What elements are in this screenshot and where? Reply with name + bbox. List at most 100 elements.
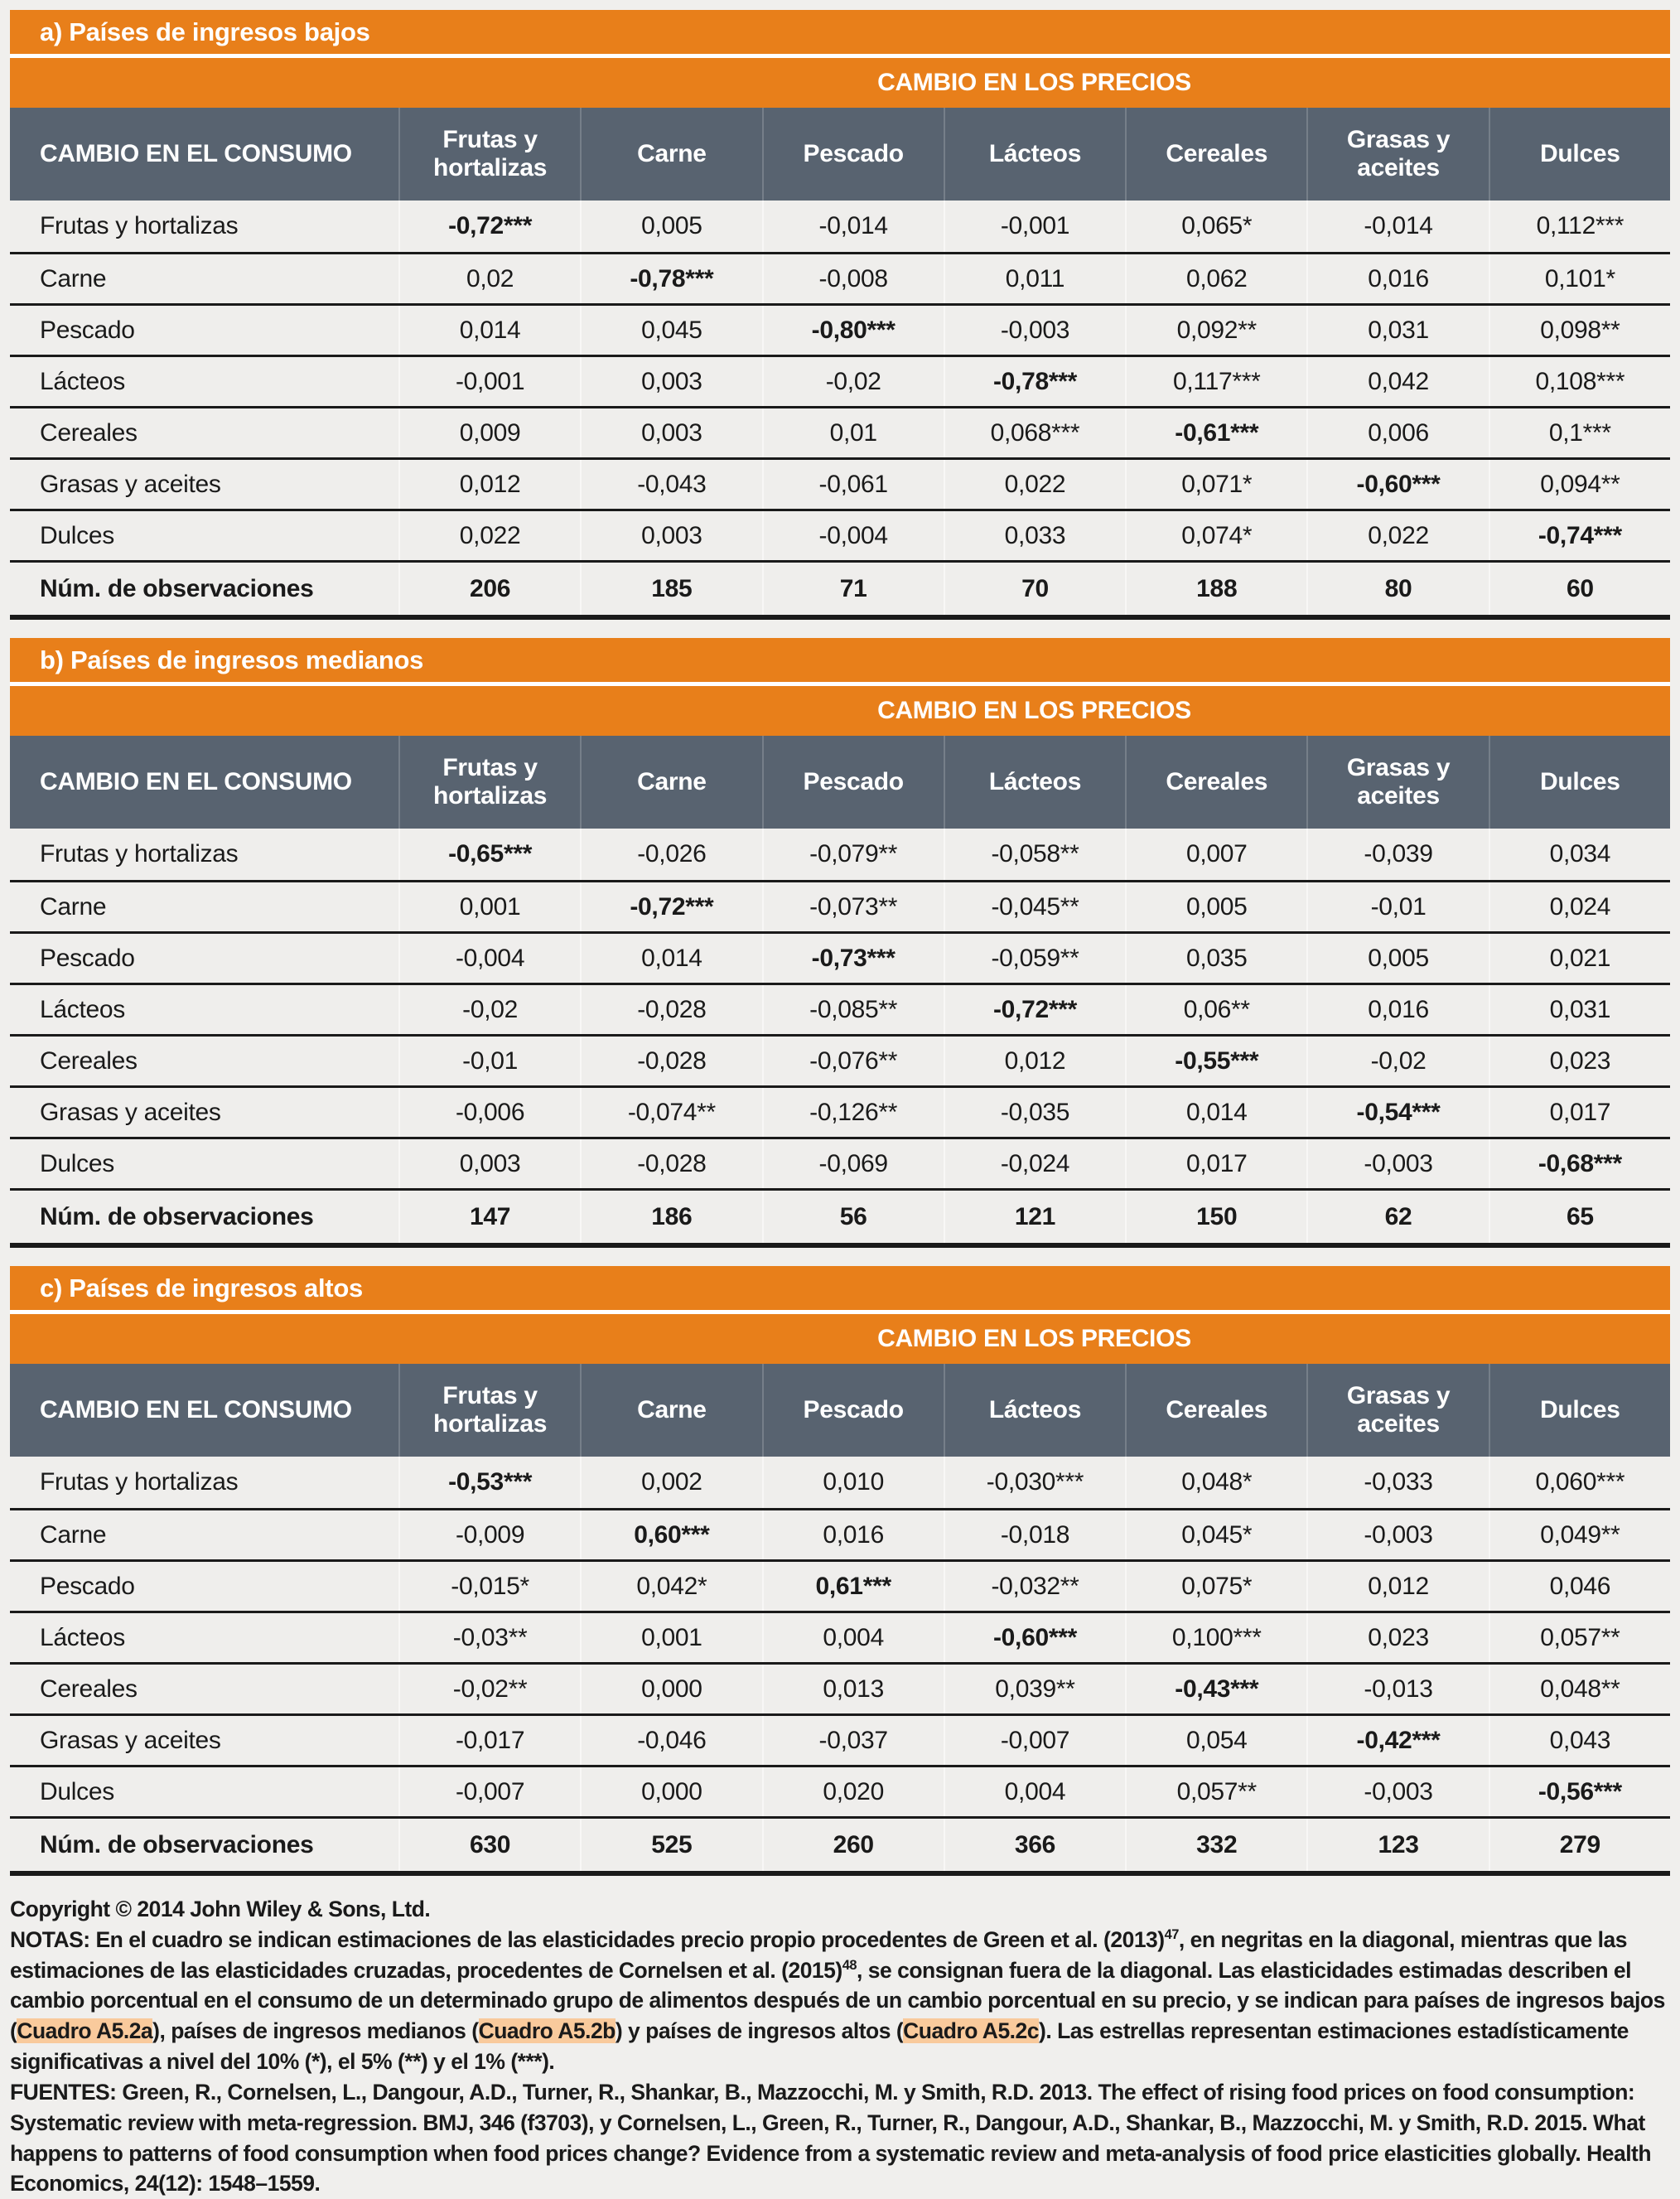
- cell-value: -0,024: [943, 1139, 1125, 1188]
- cell-value: -0,56***: [1488, 1767, 1670, 1816]
- cell-value: 0,009: [398, 408, 580, 457]
- cell-value: 0,1***: [1488, 408, 1670, 457]
- cell-value: -0,72***: [943, 985, 1125, 1034]
- row-label: Grasas y aceites: [40, 1098, 221, 1126]
- table-row: Pescado 0,014 0,045 -0,80*** -0,003 0,092** 0,…: [10, 303, 1670, 355]
- cell-value: 0,049**: [1488, 1510, 1670, 1559]
- column-header: Carne: [580, 736, 761, 829]
- cell-value: 332: [1125, 1819, 1306, 1871]
- table-row: Frutas y hortalizas -0,53*** 0,002 0,010 -0,…: [10, 1457, 1670, 1508]
- cell-value: 0,002: [580, 1457, 761, 1508]
- cell-value: -0,53***: [398, 1457, 580, 1508]
- cell-value: 0,046: [1488, 1562, 1670, 1611]
- notes-text: NOTAS: En el cuadro se indican estimacio…: [10, 1925, 1670, 2077]
- row-label: Carne: [40, 264, 107, 292]
- table-title-b: b) Países de ingresos medianos: [10, 638, 1670, 686]
- cell-value: 0,098**: [1488, 306, 1670, 355]
- column-header: Frutas y hortalizas: [398, 736, 580, 829]
- price-header-band: CAMBIO EN LOS PRECIOS: [10, 58, 1670, 108]
- price-change-header: CAMBIO EN LOS PRECIOS: [877, 1325, 1191, 1352]
- cross-reference-link[interactable]: Cuadro A5.2a: [17, 2018, 153, 2044]
- text-segment: ). Las estrellas representan estimacione…: [10, 2018, 1629, 2075]
- table-row: Núm. de observaciones 147 186 56 121 150 62 65: [10, 1188, 1670, 1243]
- cell-value: -0,42***: [1306, 1716, 1488, 1765]
- table-row: Cereales -0,01 -0,028 -0,076** 0,012 -0,55***…: [10, 1034, 1670, 1085]
- cell-value: -0,02: [761, 357, 944, 406]
- cell-value: -0,02: [398, 985, 580, 1034]
- cell-value: 0,033: [943, 511, 1125, 560]
- text-segment: ), países de ingresos medianos (: [152, 2018, 479, 2044]
- row-label: Núm. de observaciones: [40, 574, 314, 602]
- cell-value: -0,032**: [943, 1562, 1125, 1611]
- price-band-spacer: [10, 1314, 398, 1364]
- column-header: Cereales: [1125, 108, 1306, 201]
- table-row: Dulces 0,022 0,003 -0,004 0,033 0,074* 0,022 -0…: [10, 509, 1670, 560]
- cell-value: 0,094**: [1488, 460, 1670, 509]
- price-band-spacer: [10, 58, 398, 108]
- cell-value: -0,74***: [1488, 511, 1670, 560]
- superscript-ref: 47: [1164, 1927, 1180, 1942]
- cell-value: -0,043: [580, 460, 761, 509]
- cell-value: -0,01: [398, 1037, 580, 1085]
- column-header: Dulces: [1488, 736, 1670, 829]
- cell-value: 0,071*: [1125, 460, 1306, 509]
- cell-value: 0,61***: [761, 1562, 944, 1611]
- superscript-ref: 48: [842, 1957, 857, 1973]
- cell-value: -0,78***: [580, 254, 761, 303]
- column-header: Pescado: [761, 1364, 944, 1457]
- column-header: Carne: [580, 108, 761, 201]
- cell-value: 0,011: [943, 254, 1125, 303]
- cell-value: 0,042: [1306, 357, 1488, 406]
- cell-value: -0,55***: [1125, 1037, 1306, 1085]
- row-label: Lácteos: [40, 367, 125, 395]
- table-row: Carne 0,02 -0,78*** -0,008 0,011 0,062 0,016 0,…: [10, 252, 1670, 303]
- cell-value: -0,72***: [580, 882, 761, 931]
- table-row: Dulces -0,007 0,000 0,020 0,004 0,057** -0,003…: [10, 1765, 1670, 1816]
- price-header-band: CAMBIO EN LOS PRECIOS: [10, 686, 1670, 736]
- cell-value: 0,068***: [943, 408, 1125, 457]
- cell-value: 188: [1125, 563, 1306, 615]
- cell-value: 0,005: [580, 201, 761, 252]
- cell-value: -0,045**: [943, 882, 1125, 931]
- row-label: Pescado: [40, 944, 135, 972]
- table-row: Lácteos -0,02 -0,028 -0,085** -0,72*** 0,06**…: [10, 983, 1670, 1034]
- cell-value: -0,028: [580, 985, 761, 1034]
- cell-value: 0,108***: [1488, 357, 1670, 406]
- cell-value: 0,039**: [943, 1665, 1125, 1713]
- table-c: c) Países de ingresos altos CAMBIO EN LOS…: [10, 1266, 1670, 1876]
- cell-value: -0,015*: [398, 1562, 580, 1611]
- cell-value: 0,012: [1306, 1562, 1488, 1611]
- cell-value: -0,003: [1306, 1510, 1488, 1559]
- consumption-header: CAMBIO EN EL CONSUMO: [40, 140, 352, 168]
- cell-value: -0,65***: [398, 829, 580, 880]
- row-label: Carne: [40, 1520, 107, 1549]
- cell-value: -0,003: [943, 306, 1125, 355]
- table-header-row: CAMBIO EN EL CONSUMO Frutas y hortalizas C…: [10, 1364, 1670, 1457]
- column-header: Pescado: [761, 108, 944, 201]
- row-label: Cereales: [40, 418, 138, 447]
- cell-value: 0,057**: [1488, 1613, 1670, 1662]
- row-label: Frutas y hortalizas: [40, 212, 239, 239]
- cell-value: 0,048*: [1125, 1457, 1306, 1508]
- cell-value: 0,02: [398, 254, 580, 303]
- cell-value: 185: [580, 563, 761, 615]
- cell-value: -0,039: [1306, 829, 1488, 880]
- row-label: Frutas y hortalizas: [40, 1468, 239, 1496]
- price-band-spacer: [10, 686, 398, 736]
- cell-value: -0,004: [398, 934, 580, 983]
- row-label: Grasas y aceites: [40, 470, 221, 498]
- cell-value: 0,006: [1306, 408, 1488, 457]
- column-header: Lácteos: [943, 1364, 1125, 1457]
- cell-value: 0,031: [1488, 985, 1670, 1034]
- footer: Copyright © 2014 John Wiley & Sons, Ltd.…: [10, 1894, 1670, 2199]
- cell-value: 0,016: [1306, 985, 1488, 1034]
- cell-value: -0,02: [1306, 1037, 1488, 1085]
- cell-value: -0,059**: [943, 934, 1125, 983]
- table-row: Carne 0,001 -0,72*** -0,073** -0,045** 0,005-…: [10, 880, 1670, 931]
- row-label: Cereales: [40, 1046, 138, 1075]
- cross-reference-link[interactable]: Cuadro A5.2c: [903, 2018, 1040, 2044]
- consumption-header: CAMBIO EN EL CONSUMO: [40, 768, 352, 796]
- cell-value: 65: [1488, 1191, 1670, 1243]
- cell-value: 0,054: [1125, 1716, 1306, 1765]
- cross-reference-link[interactable]: Cuadro A5.2b: [478, 2018, 616, 2044]
